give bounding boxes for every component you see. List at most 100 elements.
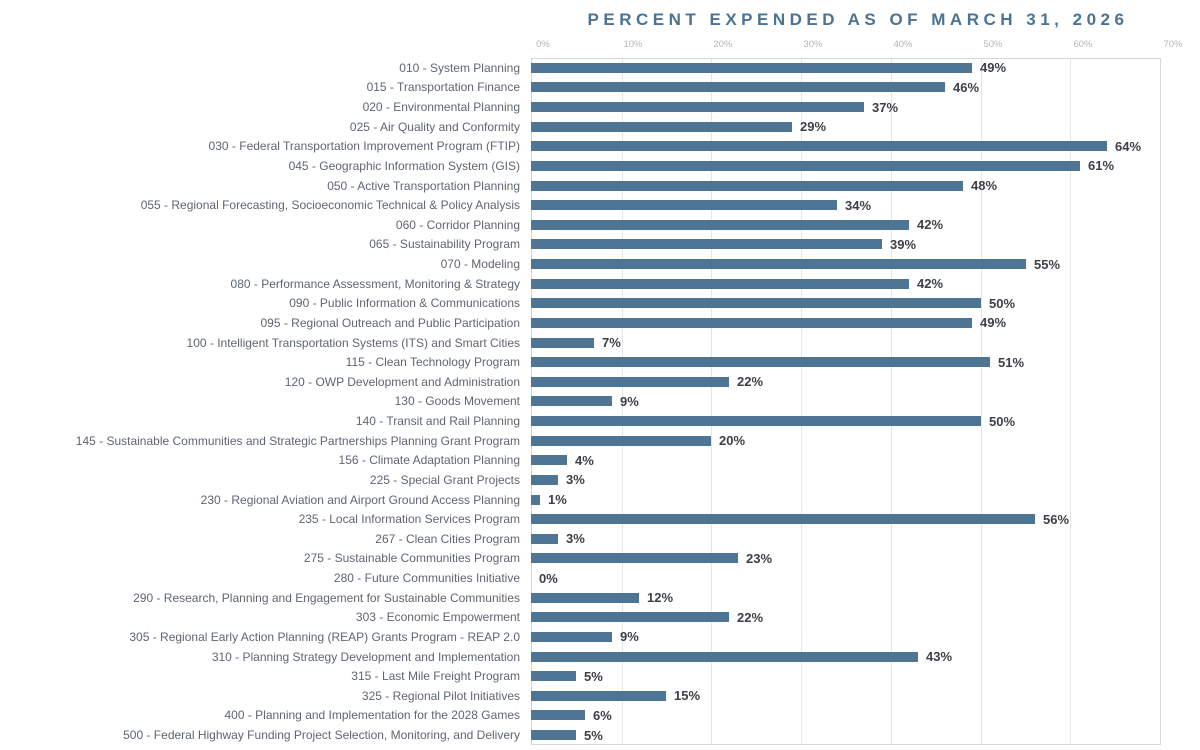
value-label: 48% <box>971 178 998 194</box>
bar <box>531 200 837 211</box>
bar-track: 9% <box>531 627 1161 647</box>
gridline <box>890 59 892 744</box>
category-label: 235 - Local Information Services Program <box>298 512 520 527</box>
bar-track: 42% <box>531 215 1161 235</box>
bar-track: 22% <box>531 608 1161 628</box>
bar-track: 37% <box>531 97 1161 117</box>
chart-row: 080 - Performance Assessment, Monitoring… <box>0 274 1161 294</box>
x-axis-tick: 40% <box>893 39 913 50</box>
category-label: 315 - Last Mile Freight Program <box>351 669 520 684</box>
category-label: 015 - Transportation Finance <box>366 80 520 95</box>
x-axis-tick: 10% <box>623 39 643 50</box>
bar-track: 34% <box>531 195 1161 215</box>
value-label: 42% <box>917 217 944 233</box>
category-label: 070 - Modeling <box>440 257 520 272</box>
category-label: 130 - Goods Movement <box>394 394 520 409</box>
category-label: 030 - Federal Transportation Improvement… <box>208 139 520 154</box>
chart-row: 303 - Economic Empowerment 22% <box>0 608 1161 628</box>
chart-row: 115 - Clean Technology Program 51% <box>0 352 1161 372</box>
bar <box>531 298 981 309</box>
chart-row: 130 - Goods Movement 9% <box>0 392 1161 412</box>
category-label: 400 - Planning and Implementation for th… <box>224 708 520 723</box>
bar-track: 12% <box>531 588 1161 608</box>
bar-track: 0% <box>531 568 1161 588</box>
chart-row: 020 - Environmental Planning 37% <box>0 97 1161 117</box>
gridline <box>621 59 623 744</box>
bar <box>531 435 711 446</box>
x-axis-tick: 60% <box>1073 39 1093 50</box>
bar <box>531 239 882 250</box>
category-label: 065 - Sustainability Program <box>369 237 520 252</box>
bar <box>531 82 945 93</box>
category-label: 115 - Clean Technology Program <box>345 355 520 370</box>
value-label: 9% <box>619 629 639 645</box>
category-label: 140 - Transit and Rail Planning <box>355 414 520 429</box>
chart-row: 275 - Sustainable Communities Program 23… <box>0 549 1161 569</box>
bar-track: 50% <box>531 411 1161 431</box>
bar <box>531 690 666 701</box>
bar <box>531 612 729 623</box>
value-label: 3% <box>566 472 585 488</box>
bar <box>531 160 1080 171</box>
bar-track: 1% <box>531 490 1161 510</box>
bar <box>531 671 576 682</box>
category-label: 095 - Regional Outreach and Public Parti… <box>260 315 521 330</box>
gridline <box>1070 59 1072 744</box>
category-label: 290 - Research, Planning and Engagement … <box>133 590 520 605</box>
category-label: 310 - Planning Strategy Development and … <box>211 649 520 664</box>
bar-track: 49% <box>531 58 1161 78</box>
chart-row: 090 - Public Information & Communication… <box>0 294 1161 314</box>
bar <box>531 592 639 603</box>
value-label: 1% <box>547 492 567 508</box>
chart-row: 120 - OWP Development and Administration… <box>0 372 1161 392</box>
chart-row: 305 - Regional Early Action Planning (RE… <box>0 627 1161 647</box>
category-label: 080 - Performance Assessment, Monitoring… <box>230 276 520 291</box>
bar-track: 64% <box>531 137 1161 157</box>
bar-track: 3% <box>531 470 1161 490</box>
value-label: 22% <box>737 374 764 390</box>
bar <box>531 730 576 741</box>
chart-row: 315 - Last Mile Freight Program 5% <box>0 666 1161 686</box>
bar <box>531 121 792 132</box>
bar <box>531 416 981 427</box>
chart-row: 235 - Local Information Services Program… <box>0 509 1161 529</box>
value-label: 49% <box>980 315 1007 331</box>
category-label: 267 - Clean Cities Program <box>375 531 520 546</box>
chart-row: 070 - Modeling 55% <box>0 254 1161 274</box>
bar-track: 5% <box>531 666 1161 686</box>
chart-row: 055 - Regional Forecasting, Socioeconomi… <box>0 195 1161 215</box>
bar-track: 46% <box>531 78 1161 98</box>
category-label: 120 - OWP Development and Administration <box>284 374 520 389</box>
value-label: 55% <box>1034 256 1061 272</box>
chart-row: 280 - Future Communities Initiative 0% <box>0 568 1161 588</box>
bar-track: 22% <box>531 372 1161 392</box>
bar-track: 20% <box>531 431 1161 451</box>
category-label: 275 - Sustainable Communities Program <box>303 551 520 566</box>
value-label: 9% <box>619 393 639 409</box>
chart-row: 325 - Regional Pilot Initiatives 15% <box>0 686 1161 706</box>
chart-row: 400 - Planning and Implementation for th… <box>0 706 1161 726</box>
bar <box>531 396 612 407</box>
chart-row: 025 - Air Quality and Conformity 29% <box>0 117 1161 137</box>
value-label: 37% <box>872 99 899 115</box>
value-label: 12% <box>647 590 674 606</box>
chart-row: 010 - System Planning 49% <box>0 58 1161 78</box>
value-label: 42% <box>917 276 944 292</box>
gridline <box>980 59 982 744</box>
value-label: 22% <box>737 609 764 625</box>
bar <box>531 180 963 191</box>
category-label: 156 - Climate Adaptation Planning <box>338 453 520 468</box>
value-label: 56% <box>1043 511 1070 527</box>
bar-track: 42% <box>531 274 1161 294</box>
chart-row: 030 - Federal Transportation Improvement… <box>0 137 1161 157</box>
x-axis-tick: 20% <box>713 39 733 50</box>
chart-row: 065 - Sustainability Program 39% <box>0 235 1161 255</box>
category-label: 230 - Regional Aviation and Airport Grou… <box>200 492 520 507</box>
x-axis-tick: 70% <box>1163 39 1183 50</box>
chart-row: 140 - Transit and Rail Planning 50% <box>0 411 1161 431</box>
bar-track: 7% <box>531 333 1161 353</box>
bar <box>531 533 558 544</box>
chart-row: 500 - Federal Highway Funding Project Se… <box>0 725 1161 745</box>
plot-area: 010 - System Planning 49% 015 - Transpor… <box>0 58 1200 745</box>
